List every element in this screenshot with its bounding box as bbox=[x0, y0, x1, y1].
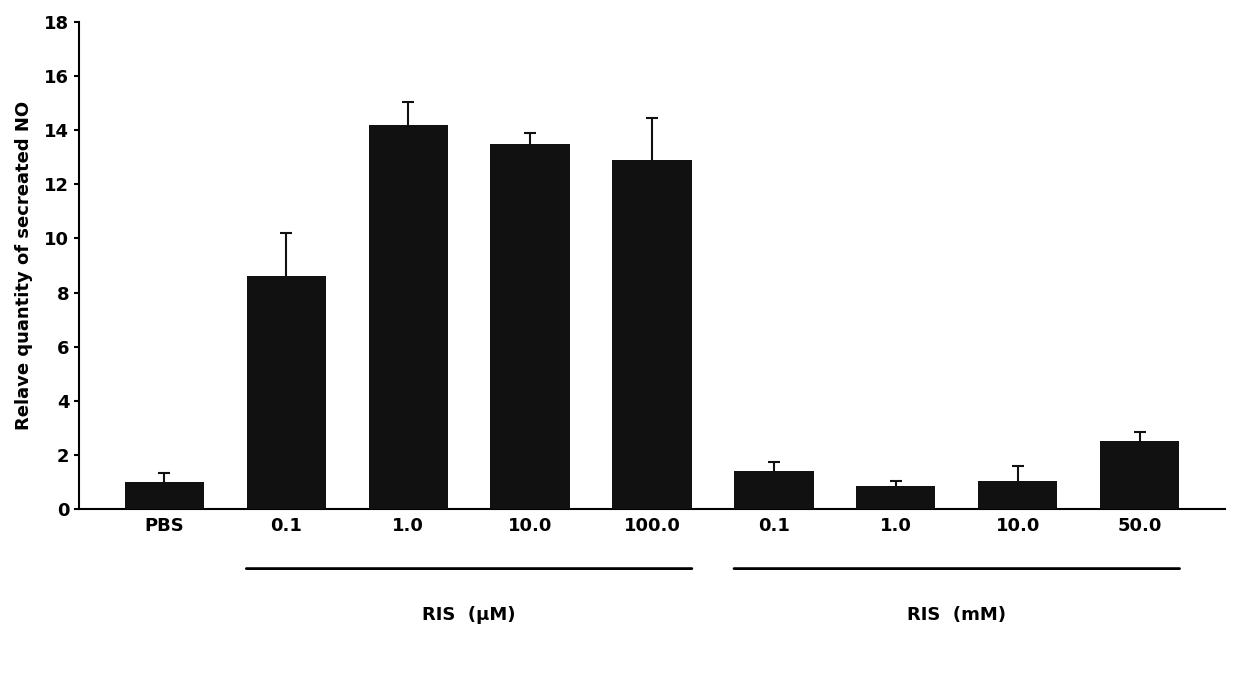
Text: RIS  (μM): RIS (μM) bbox=[423, 607, 516, 624]
Bar bbox=[978, 481, 1058, 509]
Y-axis label: Relave quantity of secreated NO: Relave quantity of secreated NO bbox=[15, 101, 33, 430]
Bar bbox=[1100, 441, 1179, 509]
Text: RIS  (mM): RIS (mM) bbox=[908, 607, 1007, 624]
Bar bbox=[125, 482, 203, 509]
Bar bbox=[247, 276, 326, 509]
Bar bbox=[491, 144, 569, 509]
Bar bbox=[368, 125, 448, 509]
Bar bbox=[734, 471, 813, 509]
Bar bbox=[856, 486, 935, 509]
Bar bbox=[613, 160, 692, 509]
